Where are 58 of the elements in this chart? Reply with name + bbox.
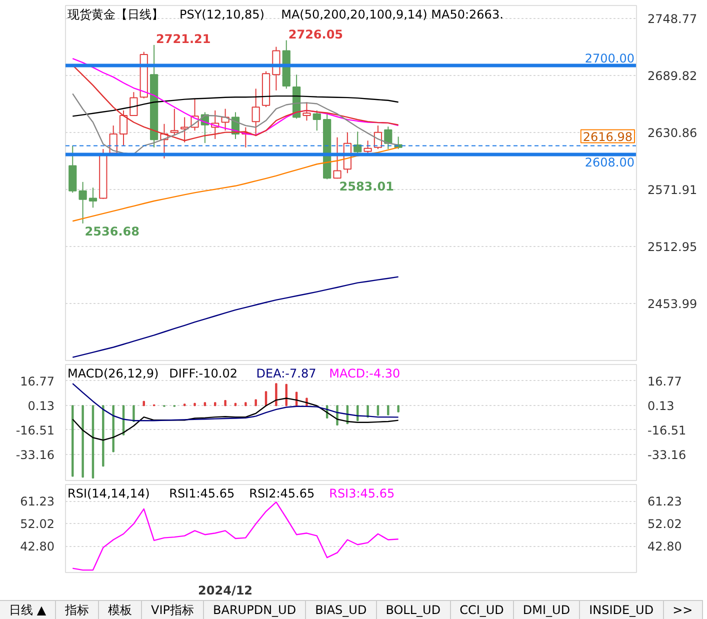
text: BARUPDN_UD bbox=[204, 601, 306, 619]
y-tick-label: 42.80 bbox=[20, 540, 55, 554]
chart-title: MACD(26,12,9) bbox=[68, 366, 159, 380]
candlestick bbox=[302, 102, 311, 122]
candlestick bbox=[170, 108, 178, 136]
text: RSI3:45.65 bbox=[329, 486, 395, 500]
candlestick bbox=[312, 110, 321, 132]
text: DEA:-7.87 bbox=[256, 366, 316, 380]
text: 模板 bbox=[99, 601, 142, 619]
text: 指标 bbox=[56, 601, 100, 619]
y-tick-label: 61.23 bbox=[20, 494, 55, 509]
y-tick-label: 16.77 bbox=[20, 374, 55, 388]
annotation: 2583.01 bbox=[339, 180, 394, 194]
y-tick-label: 2571.91 bbox=[648, 182, 698, 197]
ref-line-label: 2700.00 bbox=[584, 51, 634, 66]
annotation: RSI2:45.65 bbox=[249, 486, 315, 500]
y-tick-label: 2689.82 bbox=[648, 68, 698, 83]
candlestick bbox=[384, 126, 392, 150]
candlestick bbox=[130, 92, 138, 116]
text: CCI_UD bbox=[450, 601, 514, 619]
line-series bbox=[72, 276, 399, 358]
candlestick bbox=[252, 88, 260, 136]
ref-line-label: 2616.98 bbox=[582, 130, 632, 144]
annotation: 2536.68 bbox=[84, 224, 140, 238]
chart-title: RSI(14,14,14) bbox=[68, 486, 150, 500]
x-tick-label: 2024/12 bbox=[198, 584, 253, 598]
text: DIFF:-10.02 bbox=[169, 366, 238, 380]
annotation: 2726.05 bbox=[288, 27, 344, 42]
candlestick bbox=[333, 136, 342, 180]
text: INSIDE_UD bbox=[580, 601, 664, 619]
y-tick-label: 0.13 bbox=[28, 398, 54, 413]
y-tick-label: -33.16 bbox=[16, 448, 55, 462]
text: >> bbox=[664, 601, 703, 619]
y-tick-label: -16.51 bbox=[16, 423, 55, 438]
y-tick-label: 2748.77 bbox=[648, 12, 698, 26]
line-series bbox=[72, 95, 399, 117]
text: VIP指标 bbox=[142, 601, 204, 619]
annotation: PSY(12,10,85) bbox=[180, 8, 264, 22]
y-tick-label: 2512.95 bbox=[648, 240, 698, 254]
y-tick-label: 2630.86 bbox=[648, 126, 698, 140]
candlestick bbox=[364, 140, 372, 155]
chart-title: 现货黄金【日线】 bbox=[68, 8, 164, 22]
text: MACD:-4.30 bbox=[329, 366, 400, 380]
text: BOLL_UD bbox=[376, 601, 451, 619]
y-tick-label: 52.02 bbox=[20, 517, 55, 532]
text: BIAS_UD bbox=[306, 601, 377, 619]
annotation: MA(50,200,20,100,9,14) MA50:2663. bbox=[281, 8, 504, 22]
candlestick bbox=[88, 187, 98, 208]
annotation: RSI1:45.65 bbox=[169, 486, 235, 500]
ref-line-label: 2608.00 bbox=[584, 155, 634, 170]
annotation: 2721.21 bbox=[156, 32, 211, 46]
line-series bbox=[72, 502, 399, 571]
text: 日线 ▲ bbox=[0, 601, 56, 619]
candlestick bbox=[78, 181, 87, 224]
line-series bbox=[72, 382, 399, 422]
text: DMI_UD bbox=[514, 601, 580, 619]
line-series bbox=[72, 398, 399, 441]
y-tick-label: 2453.99 bbox=[648, 296, 698, 311]
